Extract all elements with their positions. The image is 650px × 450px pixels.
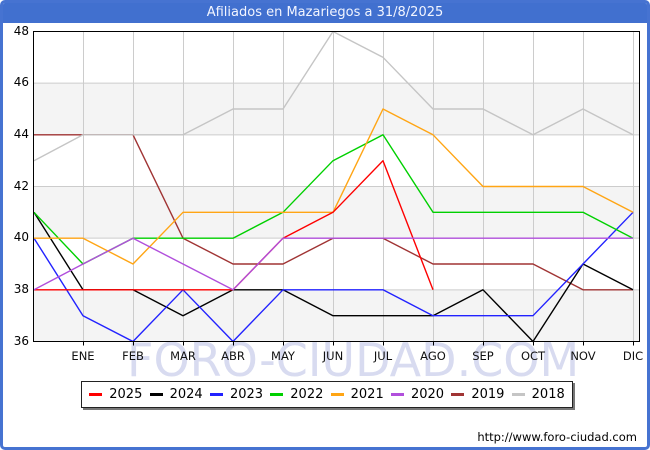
y-tick-label: 40 bbox=[13, 230, 29, 245]
legend-label: 2018 bbox=[531, 387, 565, 402]
legend-label: 2025 bbox=[109, 387, 143, 402]
x-tick-label: FEB bbox=[122, 349, 144, 363]
x-tick-label: AGO bbox=[420, 349, 446, 363]
legend-item-2025: 2025 bbox=[89, 387, 142, 402]
x-tick-label: SEP bbox=[472, 349, 494, 363]
chart-title-bar: Afiliados en Mazariegos a 31/8/2025 bbox=[3, 3, 647, 23]
x-tick-label: OCT bbox=[520, 349, 546, 363]
legend-item-2018: 2018 bbox=[511, 387, 565, 402]
legend-swatch-icon bbox=[149, 393, 163, 396]
x-tick-label: ABR bbox=[221, 349, 245, 363]
x-tick-label: ENE bbox=[71, 349, 95, 363]
legend-swatch-icon bbox=[330, 393, 344, 396]
legend-item-2023: 2023 bbox=[209, 387, 264, 402]
legend-swatch-icon bbox=[89, 393, 103, 396]
y-tick-label: 48 bbox=[13, 23, 29, 38]
legend-item-2022: 2022 bbox=[270, 387, 323, 402]
series-line-2020 bbox=[33, 237, 633, 291]
legend-swatch-icon bbox=[270, 393, 284, 396]
legend-item-2024: 2024 bbox=[149, 387, 203, 402]
legend-swatch-icon bbox=[511, 393, 525, 396]
legend-label: 2019 bbox=[471, 387, 505, 402]
y-tick-label: 42 bbox=[13, 178, 29, 193]
y-tick-label: 36 bbox=[13, 333, 29, 348]
y-tick-label: 46 bbox=[13, 75, 29, 90]
legend-label: 2022 bbox=[290, 387, 324, 402]
legend-label: 2023 bbox=[229, 387, 264, 402]
x-tick-label: JUL bbox=[373, 349, 393, 363]
legend-label: 2021 bbox=[350, 387, 384, 402]
legend-swatch-icon bbox=[451, 393, 465, 396]
plot-band bbox=[33, 83, 640, 135]
plot-border bbox=[33, 31, 640, 342]
legend-item-2019: 2019 bbox=[451, 387, 504, 402]
x-tick-label: NOV bbox=[570, 349, 596, 363]
x-tick-label: MAY bbox=[271, 349, 295, 363]
legend-label: 2024 bbox=[169, 387, 203, 402]
legend-item-2021: 2021 bbox=[330, 387, 384, 402]
legend: 2025 2024 2023 2022 2021 2020 2019 2018 bbox=[81, 381, 573, 408]
chart-title: Afiliados en Mazariegos a 31/8/2025 bbox=[206, 5, 444, 20]
x-tick-label: MAR bbox=[170, 349, 196, 363]
y-tick-label: 38 bbox=[13, 281, 29, 296]
y-tick-label: 44 bbox=[13, 126, 29, 141]
legend-swatch-icon bbox=[209, 393, 223, 396]
site-url[interactable]: http://www.foro-ciudad.com bbox=[477, 430, 637, 444]
legend-label: 2020 bbox=[410, 387, 445, 402]
x-tick-label: JUN bbox=[322, 349, 344, 363]
chart-plot bbox=[33, 31, 640, 346]
x-tick-label: DIC bbox=[622, 349, 644, 363]
legend-item-2020: 2020 bbox=[390, 387, 445, 402]
legend-swatch-icon bbox=[390, 393, 404, 396]
